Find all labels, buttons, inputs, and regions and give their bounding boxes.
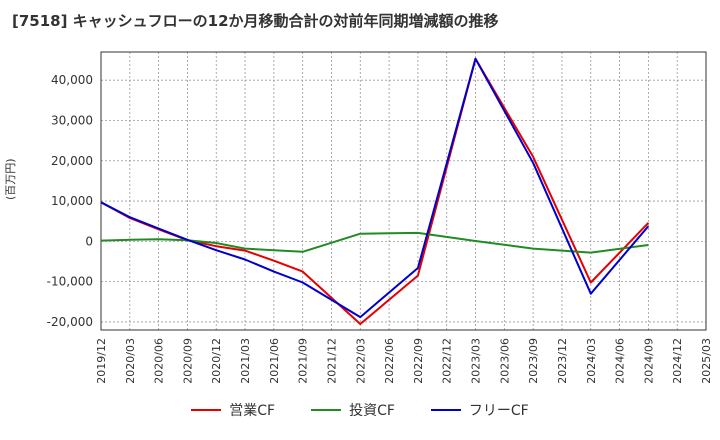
legend-label: 営業CF [229, 403, 276, 419]
y-tick-label: 40,000 [51, 73, 93, 87]
legend-swatch [311, 409, 342, 411]
legend-swatch [191, 409, 222, 411]
x-tick-label: 2022/12 [441, 338, 454, 384]
series-line-フリーCF [100, 57, 650, 319]
x-tick-label: 2020/09 [181, 338, 194, 384]
x-tick-label: 2019/12 [95, 338, 108, 384]
x-tick-label: 2024/12 [671, 338, 684, 384]
legend-swatch [430, 409, 461, 411]
x-tick-label: 2020/06 [153, 338, 166, 384]
y-tick-label: 0 [85, 234, 93, 248]
plot-frame [100, 51, 707, 331]
y-tick-label: -10,000 [47, 275, 93, 289]
x-tick-label: 2023/12 [556, 338, 569, 384]
legend-label: フリーCF [468, 403, 529, 419]
x-tick-label: 2025/03 [700, 338, 713, 384]
x-tick-label: 2021/03 [239, 338, 252, 384]
x-tick-label: 2021/06 [268, 338, 281, 384]
x-tick-label: 2022/03 [354, 338, 367, 384]
x-tick-label: 2024/06 [614, 338, 627, 384]
legend-item: フリーCF [430, 400, 529, 420]
x-tick-label: 2023/03 [470, 338, 483, 384]
y-tick-label: 30,000 [51, 113, 93, 127]
legend-item: 投資CF [311, 400, 395, 420]
legend: 営業CF 投資CF フリーCF [0, 400, 720, 420]
legend-label: 投資CF [349, 403, 395, 419]
y-tick-label: -20,000 [47, 315, 93, 329]
legend-item: 営業CF [191, 400, 275, 420]
x-tick-label: 2023/09 [527, 338, 540, 384]
chart-title: [7518] キャッシュフローの12か月移動合計の対前年同期増減額の推移 [12, 12, 499, 30]
x-tick-label: 2020/03 [124, 338, 137, 384]
plot-area [101, 52, 706, 330]
y-tick-label: 10,000 [51, 194, 93, 208]
x-tick-label: 2023/06 [498, 338, 511, 384]
x-tick-label: 2021/12 [325, 338, 338, 384]
x-tick-label: 2022/06 [383, 338, 396, 384]
x-tick-label: 2024/09 [642, 338, 655, 384]
x-tick-label: 2021/09 [297, 338, 310, 384]
x-tick-label: 2020/12 [210, 338, 223, 384]
y-tick-label: 20,000 [51, 154, 93, 168]
x-tick-label: 2022/09 [412, 338, 425, 384]
series-line-投資CF [100, 231, 649, 254]
x-tick-label: 2024/03 [585, 338, 598, 384]
